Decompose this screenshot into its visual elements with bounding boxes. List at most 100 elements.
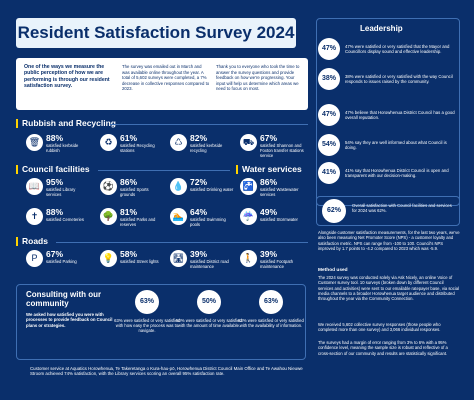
- stat-value: 67%: [260, 133, 278, 143]
- tree-icon: 🌳: [100, 208, 117, 225]
- leadership-panel: [316, 18, 460, 206]
- stat-value: 88%: [46, 133, 64, 143]
- sports-icon: ⚽: [100, 178, 117, 195]
- stat-value: 61%: [120, 133, 138, 143]
- stat-drinking-water: 💧 72% satisfied Drinking water: [170, 178, 234, 195]
- section-title: Roads: [22, 236, 48, 246]
- stat-label: satisfied kerbside recycling: [190, 143, 223, 153]
- stat-value: 86%: [260, 177, 278, 187]
- stat-cemeteries: ✝ 88% satisfied Cemeteries: [26, 208, 90, 225]
- stormwater-icon: ☔: [240, 208, 257, 225]
- section-title: Council facilities: [22, 164, 90, 174]
- stat-label: satisfied Recycling stations: [120, 143, 155, 153]
- leadership-pct: 47%: [318, 104, 340, 126]
- section-roads: Roads: [16, 236, 48, 246]
- stat-parks: 🌳 81% satisfied Parks and reserves: [100, 208, 164, 227]
- stat-value: 72%: [190, 177, 208, 187]
- stat-label: satisfied Library services: [46, 187, 76, 197]
- stat-label: satisfied District road maintenance: [190, 259, 229, 269]
- stat-value: 86%: [120, 177, 138, 187]
- consult-pct-information: 63%: [259, 290, 283, 314]
- stat-transfer-stations: ⛟ 67% satisfied Shannon and Foxton transf…: [240, 134, 304, 158]
- section-title: Water services: [242, 164, 302, 174]
- leadership-text: 54% say they are well informed about wha…: [345, 139, 447, 150]
- consulting-title: Consulting with our community: [26, 290, 102, 308]
- stat-label: satisfied Stormwater: [260, 217, 298, 222]
- stat-label: satisfied Wastewater services: [260, 187, 299, 197]
- method-text-survey: The 2024 survey was conducted solely via…: [318, 275, 460, 302]
- stat-value: 39%: [190, 249, 208, 259]
- road-icon: 🛣: [170, 250, 187, 267]
- method-text-margin: The surveys had a margin of error rangin…: [318, 340, 448, 356]
- leadership-item: 47% 47% were satisfied or very satisfied…: [318, 38, 456, 60]
- leadership-text: 38% were satisfied or very satisfied wit…: [345, 73, 453, 84]
- stat-recycling-stations: ♻ 61% satisfied Recycling stations: [100, 134, 164, 153]
- section-accent: [16, 118, 18, 128]
- overall-panel: [316, 196, 460, 226]
- stat-kerbside-rubbish: 🗑 88% satisfied kerbside rubbish: [26, 134, 90, 153]
- footer-note: Customer service at Aquatics Horowhenua,…: [30, 366, 303, 377]
- streetlight-icon: 💡: [100, 250, 117, 267]
- stat-value: 58%: [120, 249, 138, 259]
- stat-label: satisfied Swimming pools: [190, 217, 226, 227]
- consult-text-time: 50% were satisfied or very satisfied wit…: [176, 318, 242, 329]
- recycle-icon: ♻: [100, 134, 117, 151]
- leadership-pct: 38%: [318, 68, 340, 90]
- stat-label: satisfied Street lights: [120, 259, 159, 264]
- divider: [110, 124, 308, 125]
- water-drop-icon: 💧: [170, 178, 187, 195]
- stat-value: 95%: [46, 177, 64, 187]
- leadership-item: 38% 38% were satisfied or very satisfied…: [318, 68, 456, 90]
- stat-label: satisfied kerbside rubbish: [46, 143, 79, 153]
- cemetery-icon: ✝: [26, 208, 43, 225]
- leadership-text: 47% believe that Horowhenua District Cou…: [345, 109, 455, 120]
- consult-pct-time: 50%: [197, 290, 221, 314]
- intro-box: One of the ways we measure the public pe…: [16, 58, 308, 110]
- intro-text-thanks: Thank you to everyone who took the time …: [216, 64, 300, 92]
- stat-label: satisfied Footpath maintenance: [260, 259, 294, 269]
- stat-parking: P 67% satisfied Parking: [26, 250, 90, 267]
- stat-value: 39%: [260, 249, 278, 259]
- stat-value: 49%: [260, 207, 278, 217]
- method-title: Method used: [318, 268, 348, 273]
- nps-text: Alongside customer satisfaction measurem…: [318, 230, 460, 251]
- truck-icon: ⛟: [240, 134, 257, 151]
- stat-road-maintenance: 🛣 39% satisfied District road maintenance: [170, 250, 234, 269]
- leadership-title: Leadership: [360, 24, 403, 33]
- section-accent: [236, 164, 238, 174]
- stat-swimming: 🏊 64% satisfied Swimming pools: [170, 208, 234, 227]
- stat-footpath: 🚶 39% satisfied Footpath maintenance: [240, 250, 304, 269]
- divider: [56, 242, 308, 243]
- stat-library: 📖 95% satisfied Library services: [26, 178, 90, 197]
- stat-sports: ⚽ 86% satisfied Sports grounds: [100, 178, 164, 197]
- footpath-icon: 🚶: [240, 250, 257, 267]
- stat-stormwater: ☔ 49% satisfied Stormwater: [240, 208, 304, 225]
- wastewater-icon: 🚰: [240, 178, 257, 195]
- stat-label: satisfied Drinking water: [190, 187, 234, 192]
- section-rubbish: Rubbish and Recycling: [16, 118, 116, 128]
- stat-label: satisfied Shannon and Foxton transfer st…: [260, 143, 304, 158]
- leadership-item: 41% 41% say that Horowhenua District Cou…: [318, 162, 456, 184]
- leadership-item: 54% 54% say they are well informed about…: [318, 134, 456, 156]
- intro-text-survey: The survey was emailed out in March and …: [122, 64, 210, 92]
- consulting-panel: [16, 284, 306, 360]
- leadership-item: 47% 47% believe that Horowhenua District…: [318, 104, 456, 126]
- parking-icon: P: [26, 250, 43, 267]
- section-council: Council facilities: [16, 164, 90, 174]
- consult-pct-navigate: 63%: [135, 290, 159, 314]
- stat-wastewater: 🚰 86% satisfied Wastewater services: [240, 178, 304, 197]
- consulting-subtitle: We asked how satisfied you were with pro…: [26, 312, 113, 328]
- stat-kerbside-recycling: ♺ 82% satisfied kerbside recycling: [170, 134, 234, 153]
- stat-label: satisfied Sports grounds: [120, 187, 149, 197]
- leadership-text: 41% say that Horowhenua District Council…: [345, 167, 449, 178]
- page-title: Resident Satisfaction Survey 2024: [17, 23, 295, 42]
- stat-value: 67%: [46, 249, 64, 259]
- section-accent: [16, 236, 18, 246]
- intro-lead: One of the ways we measure the public pe…: [24, 64, 110, 90]
- section-water: Water services: [236, 164, 302, 174]
- stat-label: satisfied Parks and reserves: [120, 217, 156, 227]
- section-accent: [16, 164, 18, 174]
- stat-value: 88%: [46, 207, 64, 217]
- leadership-pct: 47%: [318, 38, 340, 60]
- consult-text-information: 63% were satisfied or very satisfied wit…: [238, 318, 304, 329]
